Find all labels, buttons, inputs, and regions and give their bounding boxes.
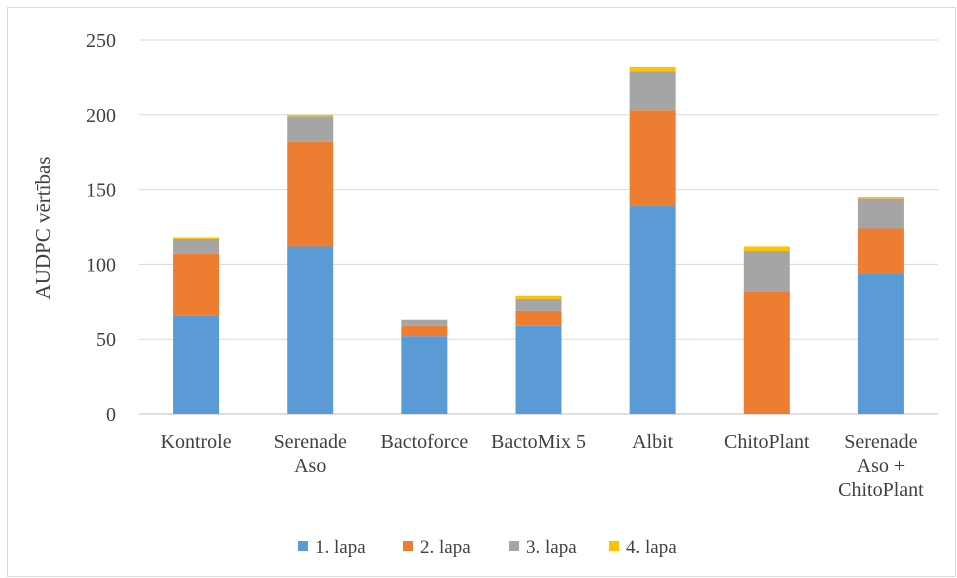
- bar-segment: [401, 325, 448, 337]
- y-tick-label: 50: [96, 329, 116, 351]
- bar-segment: [629, 206, 676, 414]
- bar-segment: [401, 336, 448, 414]
- bar-segment: [173, 253, 220, 316]
- bar-segment: [743, 246, 790, 251]
- x-tick-label-line: Aso: [294, 455, 326, 477]
- legend-swatch: [298, 541, 308, 551]
- legend-item: 4. lapa: [609, 537, 677, 558]
- bar-segment: [173, 237, 220, 239]
- y-tick-label: 150: [86, 180, 116, 202]
- x-tick-label-line: ChitoPlant: [838, 479, 924, 501]
- y-axis-title: AUDPC vērtības: [31, 157, 55, 300]
- bar-segment: [629, 110, 676, 207]
- bar-segment: [515, 325, 562, 414]
- x-tick-label-line: Kontrole: [161, 431, 232, 453]
- legend-label: 4. lapa: [626, 537, 677, 558]
- x-tick-label: ChitoPlant: [724, 431, 810, 453]
- legend-label: 3. lapa: [526, 537, 577, 558]
- bar-segment: [857, 273, 904, 414]
- bar-segment: [857, 197, 904, 199]
- bar-segment: [743, 250, 790, 292]
- y-tick-label: 200: [86, 105, 116, 127]
- legend-item: 1. lapa: [298, 537, 366, 558]
- legend-label: 2. lapa: [420, 537, 471, 558]
- bar-segment: [173, 238, 220, 254]
- bar-segment: [857, 198, 904, 229]
- bar-segment: [515, 295, 562, 299]
- bar-segment: [743, 291, 790, 414]
- x-tick-label: Serenade Aso + ChitoPlant: [838, 431, 924, 501]
- bar-segment: [287, 116, 334, 142]
- legend-swatch: [609, 541, 619, 551]
- y-tick-label: 0: [106, 404, 116, 426]
- legend-item: 2. lapa: [403, 537, 471, 558]
- bar-segment: [173, 315, 220, 414]
- legend-swatch: [403, 541, 413, 551]
- x-tick-label: BactoMix 5: [491, 431, 586, 453]
- x-tick-label-line: Serenade: [274, 431, 347, 453]
- legend-item: 3. lapa: [509, 537, 577, 558]
- bar-segment: [857, 228, 904, 274]
- y-axis-ticks: 0 50 100 150 200 250: [86, 30, 116, 426]
- x-tick-label: Albit: [632, 431, 674, 453]
- bar-segment: [515, 310, 562, 326]
- x-tick-label-line: Serenade: [844, 431, 917, 453]
- y-tick-label: 250: [86, 30, 116, 52]
- chart-area: [7, 7, 956, 577]
- x-tick-label-line: ChitoPlant: [724, 431, 810, 453]
- bar-segment: [287, 141, 334, 247]
- bar-segment: [629, 71, 676, 111]
- x-tick-label: Bactoforce: [380, 431, 468, 453]
- x-tick-label-line: Albit: [632, 431, 674, 453]
- y-tick-label: 100: [86, 254, 116, 276]
- bar-segment: [629, 66, 676, 72]
- bar-segment: [287, 246, 334, 414]
- bar-segment: [515, 298, 562, 311]
- x-tick-label-line: BactoMix 5: [491, 431, 586, 453]
- x-tick-label: Serenade Aso: [274, 431, 347, 477]
- bar-segment: [287, 114, 334, 117]
- bar-segment: [401, 319, 448, 326]
- legend: 1. lapa 2. lapa 3. lapa 4. lapa: [298, 537, 677, 558]
- x-tick-label-line: Aso +: [857, 455, 906, 477]
- bars: [173, 66, 904, 414]
- x-tick-label: Kontrole: [161, 431, 232, 453]
- legend-swatch: [509, 541, 519, 551]
- legend-label: 1. lapa: [315, 537, 366, 558]
- gridlines: [139, 39, 938, 415]
- x-tick-label-line: Bactoforce: [380, 431, 468, 453]
